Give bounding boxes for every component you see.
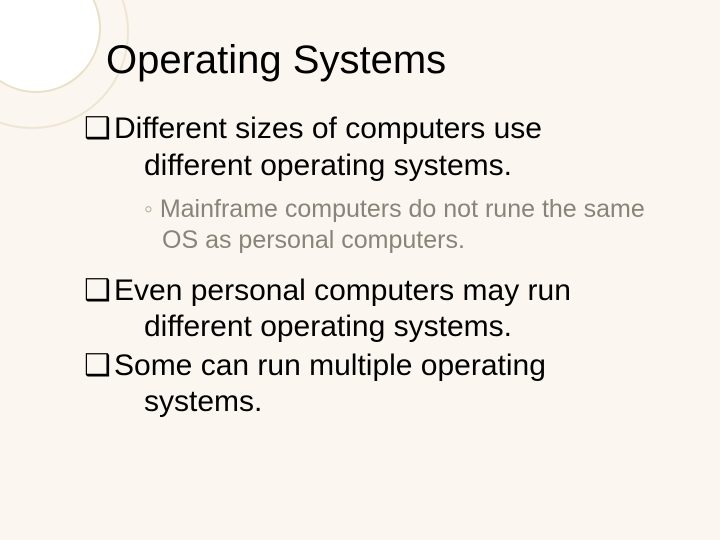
bullet-item: ❑Some can run multiple operating systems… [114, 348, 652, 421]
bullet-item: ❑Even personal computers may run differe… [114, 273, 652, 346]
circle-bullet-icon: ◦ [144, 195, 153, 223]
bullet-text: Some can run multiple operating systems. [114, 349, 546, 419]
sub-bullet-text: Mainframe computers do not rune the same… [160, 195, 645, 254]
bullet-item: ❑Different sizes of computers use differ… [114, 111, 652, 184]
slide-title: Operating Systems [106, 38, 672, 83]
slide: Operating Systems ❑Different sizes of co… [0, 0, 720, 540]
bullet-text: Different sizes of computers use differe… [114, 112, 542, 182]
bullet-text: Even personal computers may run differen… [114, 274, 571, 344]
sub-bullet-item: ◦ Mainframe computers do not rune the sa… [144, 194, 652, 257]
slide-body: ❑Different sizes of computers use differ… [114, 111, 652, 421]
